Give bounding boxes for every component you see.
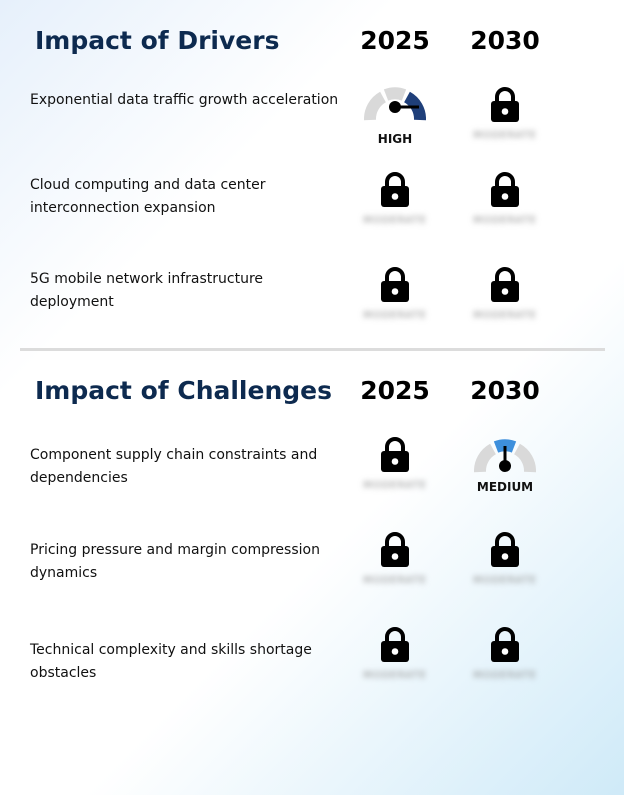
challenges-title: Impact of Challenges (35, 376, 332, 405)
lock-icon (491, 87, 519, 122)
drivers-title: Impact of Drivers (35, 26, 280, 55)
lock-icon (381, 172, 409, 207)
blurred-placeholder: MODERATE (363, 215, 427, 226)
challenge-label: Pricing pressure and margin compression … (30, 542, 320, 581)
gauge-high-label: HIGH (377, 132, 413, 146)
challenge-label: Technical complexity and skills shortage… (30, 642, 312, 681)
lock-icon (381, 532, 409, 567)
lock-icon (381, 627, 409, 662)
challenges-year-2030: 2030 (470, 376, 540, 405)
driver-2030-cell: MODERATE (460, 171, 550, 229)
driver-label: Exponential data traffic growth accelera… (30, 92, 339, 108)
driver-label: Cloud computing and data center intercon… (30, 177, 266, 216)
driver-2030-cell: MODERATE (460, 86, 550, 144)
drivers-year-2025: 2025 (360, 26, 430, 55)
blurred-placeholder: MODERATE (363, 670, 427, 681)
driver-2025-cell: HIGH (350, 78, 440, 146)
blurred-placeholder: MODERATE (363, 575, 427, 586)
challenge-2030-cell: MODERATE (460, 626, 550, 684)
challenge-2025-cell: MODERATE (350, 626, 440, 684)
blurred-placeholder: MODERATE (473, 670, 537, 681)
lock-icon (491, 172, 519, 207)
section-divider (20, 348, 605, 351)
blurred-placeholder: MODERATE (473, 310, 537, 321)
lock-icon (491, 267, 519, 302)
lock-icon (491, 532, 519, 567)
blurred-placeholder: MODERATE (473, 575, 537, 586)
challenge-label: Component supply chain constraints and d… (30, 447, 318, 486)
lock-icon (381, 437, 409, 472)
blurred-placeholder: MODERATE (363, 310, 427, 321)
challenge-2030-cell: MODERATE (460, 531, 550, 589)
driver-2025-cell: MODERATE (350, 266, 440, 324)
driver-label: 5G mobile network infrastructure deploym… (30, 271, 264, 310)
blurred-placeholder: MODERATE (473, 130, 537, 141)
driver-2025-cell: MODERATE (350, 171, 440, 229)
challenge-2025-cell: MODERATE (350, 531, 440, 589)
driver-2030-cell: MODERATE (460, 266, 550, 324)
lock-icon (491, 627, 519, 662)
lock-icon (381, 267, 409, 302)
challenges-year-2025: 2025 (360, 376, 430, 405)
blurred-placeholder: MODERATE (363, 480, 427, 491)
gauge-medium-label: MEDIUM (476, 480, 534, 494)
gauge-high-icon (364, 87, 426, 121)
drivers-year-2030: 2030 (470, 26, 540, 55)
gauge-medium-icon (474, 439, 536, 473)
blurred-placeholder: MODERATE (473, 215, 537, 226)
challenge-2025-cell: MODERATE (350, 436, 440, 494)
challenge-2030-cell: MEDIUM (460, 430, 550, 494)
